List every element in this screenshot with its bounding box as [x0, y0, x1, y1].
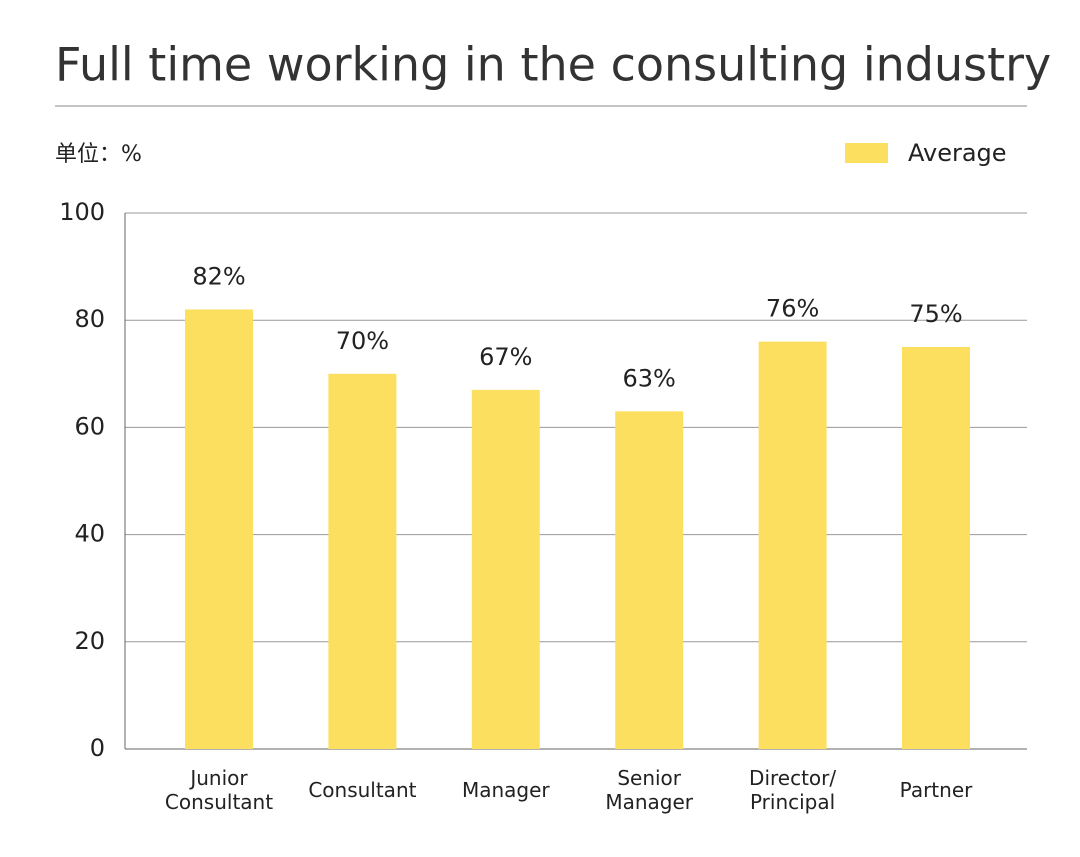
bar [328, 373, 397, 749]
legend-swatch [845, 143, 888, 163]
value-label: 75% [909, 300, 962, 328]
bar [471, 389, 540, 749]
x-tick-label: Consultant [308, 778, 417, 802]
unit-label: 单位：% [55, 142, 142, 167]
y-tick-label: 100 [59, 198, 105, 226]
y-tick-label: 60 [74, 412, 105, 440]
value-label: 70% [336, 327, 389, 355]
bar [758, 341, 827, 749]
x-tick-label: Partner [899, 778, 973, 802]
value-label: 76% [766, 295, 819, 323]
value-label: 63% [623, 364, 676, 392]
y-tick-label: 80 [74, 305, 105, 333]
y-tick-label: 20 [74, 627, 105, 655]
legend-label: Average [908, 139, 1007, 167]
chart-title: Full time working in the consulting indu… [55, 38, 1051, 92]
value-label: 82% [192, 262, 245, 290]
value-label: 67% [479, 343, 532, 371]
bar [185, 309, 253, 749]
x-tick-label: Junior Consultant [164, 766, 274, 814]
x-tick-label: Director/ Principal [749, 766, 837, 814]
x-tick-label: Senior Manager [605, 766, 694, 814]
bar [902, 347, 970, 749]
bar [615, 411, 684, 749]
y-tick-label: 0 [90, 734, 105, 762]
y-tick-label: 40 [74, 520, 105, 548]
x-tick-label: Manager [461, 778, 550, 802]
